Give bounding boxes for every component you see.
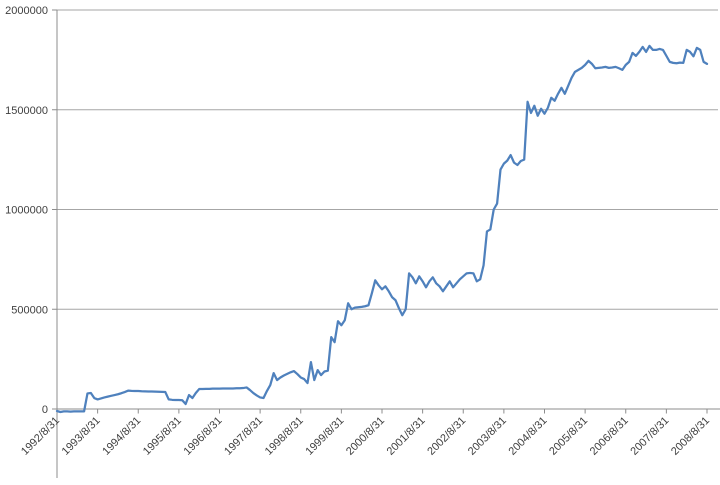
y-axis-label: 500000 [11, 304, 48, 316]
x-axis-label: 1992/8/31 [19, 415, 62, 458]
x-axis-label: 2007/8/31 [628, 415, 671, 458]
x-axis-label: 2008/8/31 [669, 415, 712, 458]
x-axis-label: 1993/8/31 [60, 415, 103, 458]
x-axis-label: 2002/8/31 [425, 415, 468, 458]
y-axis-label: 0 [42, 404, 48, 416]
x-axis-label: 1998/8/31 [263, 415, 306, 458]
y-axis-label: 2000000 [5, 5, 48, 17]
data-series-line [55, 44, 709, 414]
x-axis-label: 2000/8/31 [344, 415, 387, 458]
x-axis-label: 1995/8/31 [141, 415, 184, 458]
x-axis-label: 2001/8/31 [385, 415, 428, 458]
x-axis-label: 1996/8/31 [182, 415, 225, 458]
x-axis-label: 2003/8/31 [466, 415, 509, 458]
x-axis-label: 1994/8/31 [100, 415, 143, 458]
x-axis-label: 2006/8/31 [588, 415, 631, 458]
y-axis-label: 1000000 [5, 205, 48, 217]
x-axis-label: 1997/8/31 [222, 415, 265, 458]
y-axis-label: 1500000 [5, 105, 48, 117]
x-axis-label: 1999/8/31 [303, 415, 346, 458]
x-axis-label: 2004/8/31 [507, 415, 550, 458]
x-axis-label: 2005/8/31 [547, 415, 590, 458]
